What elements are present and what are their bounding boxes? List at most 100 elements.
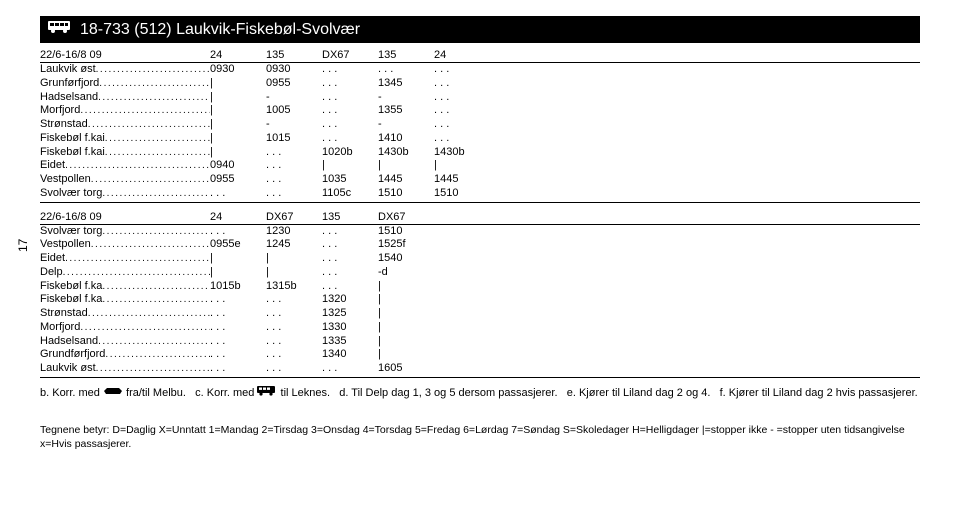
stop-name: Svolvær torg [40, 225, 102, 239]
leader-dots [105, 147, 210, 160]
header-col: 24 [210, 49, 266, 61]
time-cell: 1105c [322, 187, 378, 201]
legend: Tegnene betyr: D=Daglig X=Unntatt 1=Mand… [40, 424, 920, 451]
stop-name: Laukvik øst [40, 63, 96, 77]
header-col: DX67 [322, 49, 378, 61]
header-col: DX67 [266, 211, 322, 223]
time-cell: . . . [210, 335, 266, 349]
footnotes: b. Korr. med fra/til Melbu. c. Korr. med… [40, 386, 920, 400]
time-cell: -d [378, 266, 434, 280]
stop-cell: Laukvik øst [40, 362, 210, 376]
timetable-row: Eidet||. . .1540 [40, 252, 920, 266]
time-cell: | [210, 146, 266, 160]
time-cell: 0940 [210, 159, 266, 173]
stop-name: Strønstad [40, 118, 88, 132]
timetable-row: Laukvik øst09300930. . .. . .. . . [40, 63, 920, 77]
time-cell: | [210, 252, 266, 266]
timetable-row: Delp||. . .-d [40, 266, 920, 280]
stop-cell: Hadselsand [40, 91, 210, 105]
time-cell: . . . [266, 362, 322, 376]
header-col: 24 [210, 211, 266, 223]
stop-name: Vestpollen [40, 238, 91, 252]
time-cell: . . . [266, 187, 322, 201]
time-cell: . . . [322, 104, 378, 118]
time-cell: . . . [266, 146, 322, 160]
stop-name: Fiskebøl f.kai [40, 146, 105, 160]
time-cell: | [210, 77, 266, 91]
time-cell: 1355 [378, 104, 434, 118]
time-cell: . . . [210, 321, 266, 335]
time-cell: 0930 [266, 63, 322, 77]
time-cell: | [210, 91, 266, 105]
leader-dots [98, 336, 210, 349]
time-cell: 1430b [434, 146, 490, 160]
time-cell: | [378, 335, 434, 349]
time-cell: - [266, 91, 322, 105]
time-cell: 0930 [210, 63, 266, 77]
time-cell: . . . [210, 348, 266, 362]
time-cell: . . . [210, 225, 266, 239]
time-cell: 1330 [322, 321, 378, 335]
stop-name: Morfjord [40, 104, 80, 118]
leader-dots [105, 349, 210, 362]
time-cell: - [378, 118, 434, 132]
stop-cell: Morfjord [40, 104, 210, 118]
header-period: 22/6-16/8 09 [40, 49, 210, 61]
time-cell: . . . [266, 321, 322, 335]
time-cell: | [210, 118, 266, 132]
time-cell: . . . [322, 118, 378, 132]
leader-dots [102, 294, 210, 307]
timetable-row: Vestpollen0955e1245. . .1525f [40, 238, 920, 252]
time-cell: . . . [210, 307, 266, 321]
stop-cell: Fiskebøl f.ka [40, 293, 210, 307]
stop-name: Morfjord [40, 321, 80, 335]
time-cell: 0955e [210, 238, 266, 252]
stop-name: Eidet [40, 159, 65, 173]
time-cell: | [266, 266, 322, 280]
timetable-row: Morfjord|1005. . .1355. . . [40, 104, 920, 118]
stop-cell: Vestpollen [40, 238, 210, 252]
stop-name: Fiskebøl f.ka [40, 280, 102, 294]
stop-cell: Hadselsand [40, 335, 210, 349]
time-cell: 1525f [378, 238, 434, 252]
leader-dots [80, 105, 210, 118]
time-cell: . . . [322, 252, 378, 266]
timetable-row: Grundførfjord. . .. . .1340| [40, 348, 920, 362]
time-cell: . . . [322, 77, 378, 91]
time-cell: 1320 [322, 293, 378, 307]
stop-name: Fiskebøl f.ka [40, 293, 102, 307]
block1-header: 22/6-16/8 09 24 135 DX67 135 24 [40, 47, 920, 63]
time-cell: 0955 [210, 173, 266, 187]
leader-dots [80, 322, 210, 335]
time-cell: . . . [434, 77, 490, 91]
time-cell: - [378, 91, 434, 105]
time-cell: 1540 [378, 252, 434, 266]
time-cell: 1335 [322, 335, 378, 349]
time-cell: - [266, 118, 322, 132]
time-cell: . . . [266, 307, 322, 321]
time-cell: . . . [322, 280, 378, 294]
bus-icon [257, 386, 277, 400]
time-cell: . . . [266, 159, 322, 173]
time-cell: . . . [434, 63, 490, 77]
time-cell: 1020b [322, 146, 378, 160]
stop-cell: Eidet [40, 159, 210, 173]
time-cell: . . . [210, 187, 266, 201]
timetable-row: Laukvik øst. . .. . .. . .1605 [40, 362, 920, 376]
note-d: d. Til Delp dag 1, 3 og 5 dersom passasj… [339, 387, 557, 399]
timetable-row: Hadselsand. . .. . .1335| [40, 335, 920, 349]
leader-dots [91, 174, 210, 187]
stop-cell: Fiskebøl f.kai [40, 132, 210, 146]
time-cell: | [378, 159, 434, 173]
stop-cell: Delp [40, 266, 210, 280]
route-title-bar: 18-733 (512) Laukvik-Fiskebøl-Svolvær [40, 16, 920, 43]
timetable-row: Eidet0940. . .||| [40, 159, 920, 173]
leader-dots [102, 226, 210, 239]
time-cell: . . . [210, 293, 266, 307]
time-cell: . . . [434, 118, 490, 132]
timetable-row: Fiskebøl f.kai|1015. . .1410. . . [40, 132, 920, 146]
time-cell: | [266, 252, 322, 266]
stop-name: Laukvik øst [40, 362, 96, 376]
page-number: 17 [16, 239, 30, 252]
leader-dots [96, 363, 210, 376]
